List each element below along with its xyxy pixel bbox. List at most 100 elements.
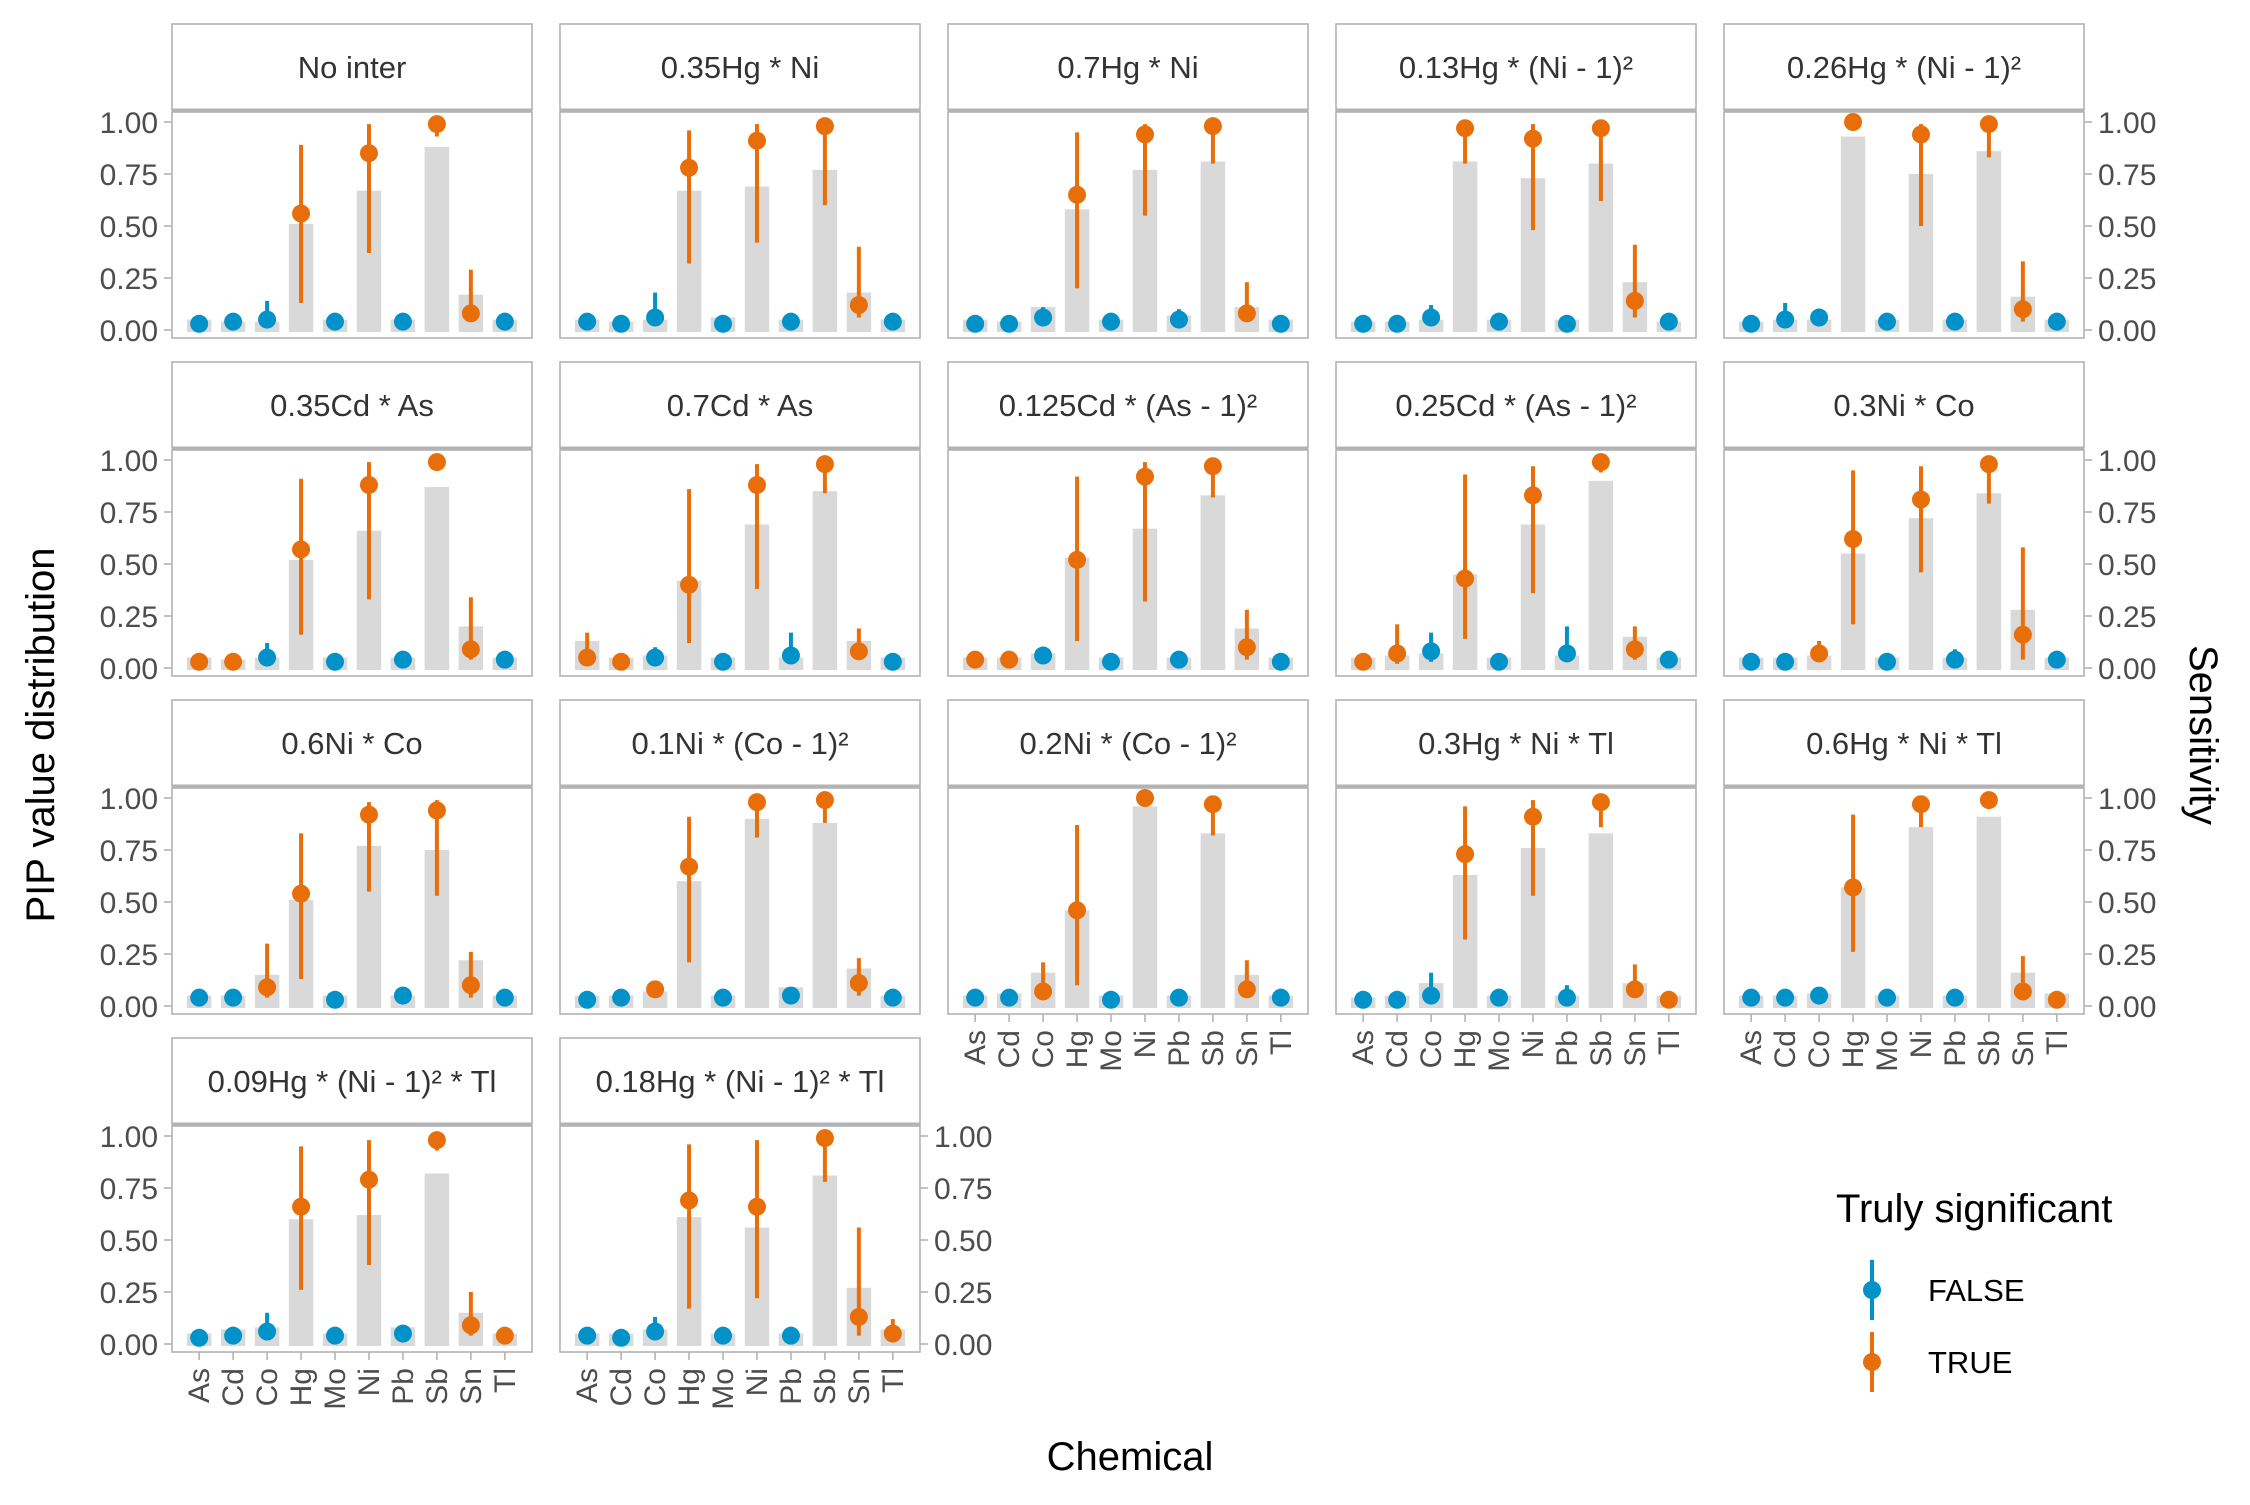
panel: 0.3Ni * Co 0.00 0.25 0.50 0.75 1.00 <box>1723 361 2156 686</box>
x-tick-label: Hg <box>1449 1030 1482 1068</box>
panel: 0.35Hg * Ni <box>559 23 921 339</box>
pip-point <box>680 857 699 876</box>
pip-point <box>1388 644 1407 663</box>
y-tick-label-right: 0.25 <box>2098 263 2156 296</box>
y-tick-label-right: 0.00 <box>2098 653 2156 686</box>
pip-point <box>1354 314 1373 333</box>
pip-point <box>1844 530 1863 549</box>
y-tick-label: 1.00 <box>100 445 158 478</box>
y-tick-label: 0.50 <box>100 549 158 582</box>
y-tick-label-right: 0.75 <box>2098 497 2156 530</box>
sensitivity-bar <box>1452 161 1478 332</box>
legend-title: Truly significant <box>1836 1187 2112 1231</box>
x-tick-label: Mo <box>707 1368 740 1410</box>
panel: 0.25Cd * (As - 1)² <box>1335 361 1697 677</box>
pip-point <box>2047 650 2066 669</box>
x-tick-label: Pb <box>775 1368 808 1405</box>
pip-point <box>2047 312 2066 331</box>
pip-point <box>781 312 800 331</box>
x-tick-label: Cd <box>217 1368 250 1406</box>
sensitivity-bar <box>1132 806 1158 1008</box>
pip-point <box>190 314 209 333</box>
x-tick-label: Co <box>251 1368 284 1406</box>
y-tick-label: 1.00 <box>100 107 158 140</box>
pip-point <box>578 990 597 1009</box>
x-tick-label: Ni <box>741 1368 774 1396</box>
x-tick-label: Co <box>1415 1030 1448 1068</box>
pip-point <box>292 1197 311 1216</box>
x-tick-label: Sb <box>809 1368 842 1405</box>
x-tick-label: Co <box>1803 1030 1836 1068</box>
pip-point <box>292 884 311 903</box>
pip-point <box>393 1324 412 1343</box>
panel: 0.6Hg * Ni * Tl 0.00 0.25 0.50 0.75 1.00 As Cd C… <box>1723 699 2156 1072</box>
pip-point <box>815 455 834 474</box>
sensitivity-bar <box>1200 495 1226 670</box>
pip-point <box>714 1326 733 1345</box>
x-tick-label: Sb <box>1197 1030 1230 1067</box>
y-tick-label: 0.25 <box>100 601 158 634</box>
pip-point <box>393 650 412 669</box>
panel-strip <box>947 361 1309 449</box>
pip-point <box>224 652 243 671</box>
pip-point <box>747 1197 766 1216</box>
pip-point <box>2047 990 2066 1009</box>
pip-point <box>966 650 985 669</box>
pip-point <box>1810 986 1829 1005</box>
pip-point <box>359 805 378 824</box>
pip-point <box>646 1322 665 1341</box>
sensitivity-bar <box>424 487 450 670</box>
y-tick-label-right: 0.50 <box>2098 549 2156 582</box>
y-tick-label-right: 0.50 <box>2098 211 2156 244</box>
pip-point <box>2013 300 2032 319</box>
pip-point <box>1625 980 1644 999</box>
pip-point <box>815 791 834 810</box>
panel-title: 0.18Hg * (Ni - 1)² * Tl <box>596 1064 885 1099</box>
pip-point <box>781 646 800 665</box>
panel-title: 0.13Hg * (Ni - 1)² <box>1399 50 1633 85</box>
y-tick-label: 0.75 <box>100 835 158 868</box>
panel-strip <box>1335 699 1697 787</box>
pip-point <box>1591 119 1610 138</box>
y-axis-title-right: Sensitivity <box>2181 645 2225 825</box>
panel-strip <box>171 699 533 787</box>
panel: 0.18Hg * (Ni - 1)² * Tl 0.00 0.25 0.50 0.75 1… <box>559 1037 992 1410</box>
sensitivity-bar <box>812 491 838 670</box>
x-tick-label: As <box>571 1368 604 1403</box>
x-tick-label: Sb <box>1973 1030 2006 1067</box>
sensitivity-bar <box>1200 161 1226 332</box>
x-tick-label: Cd <box>993 1030 1026 1068</box>
pip-point <box>258 310 277 329</box>
pip-point <box>781 1326 800 1345</box>
pip-point <box>359 475 378 494</box>
pip-point <box>1169 310 1188 329</box>
pip-point <box>1742 652 1761 671</box>
pip-point <box>1237 980 1256 999</box>
panel-title: 0.3Hg * Ni * Tl <box>1418 726 1614 761</box>
panel-title: No inter <box>298 50 407 85</box>
pip-point <box>1490 652 1509 671</box>
panel-strip <box>171 361 533 449</box>
pip-point <box>359 144 378 163</box>
pip-point <box>1388 314 1407 333</box>
pip-point <box>578 312 597 331</box>
pip-point <box>1591 793 1610 812</box>
x-tick-label: Pb <box>1163 1030 1196 1067</box>
pip-point <box>680 575 699 594</box>
pip-point <box>1878 312 1897 331</box>
x-tick-label: Hg <box>1061 1030 1094 1068</box>
pip-point <box>1523 129 1542 148</box>
y-tick-label-right: 1.00 <box>2098 783 2156 816</box>
pip-point <box>326 1326 345 1345</box>
legend-label: TRUE <box>1928 1345 2012 1380</box>
legend-key-point <box>1863 1353 1881 1371</box>
x-tick-label: Tl <box>489 1368 522 1393</box>
pip-point <box>495 312 514 331</box>
pip-point <box>1271 314 1290 333</box>
sensitivity-bar <box>1908 827 1934 1008</box>
pip-point <box>612 1328 631 1347</box>
pip-point <box>326 312 345 331</box>
pip-point <box>1354 990 1373 1009</box>
panel-strip <box>947 699 1309 787</box>
